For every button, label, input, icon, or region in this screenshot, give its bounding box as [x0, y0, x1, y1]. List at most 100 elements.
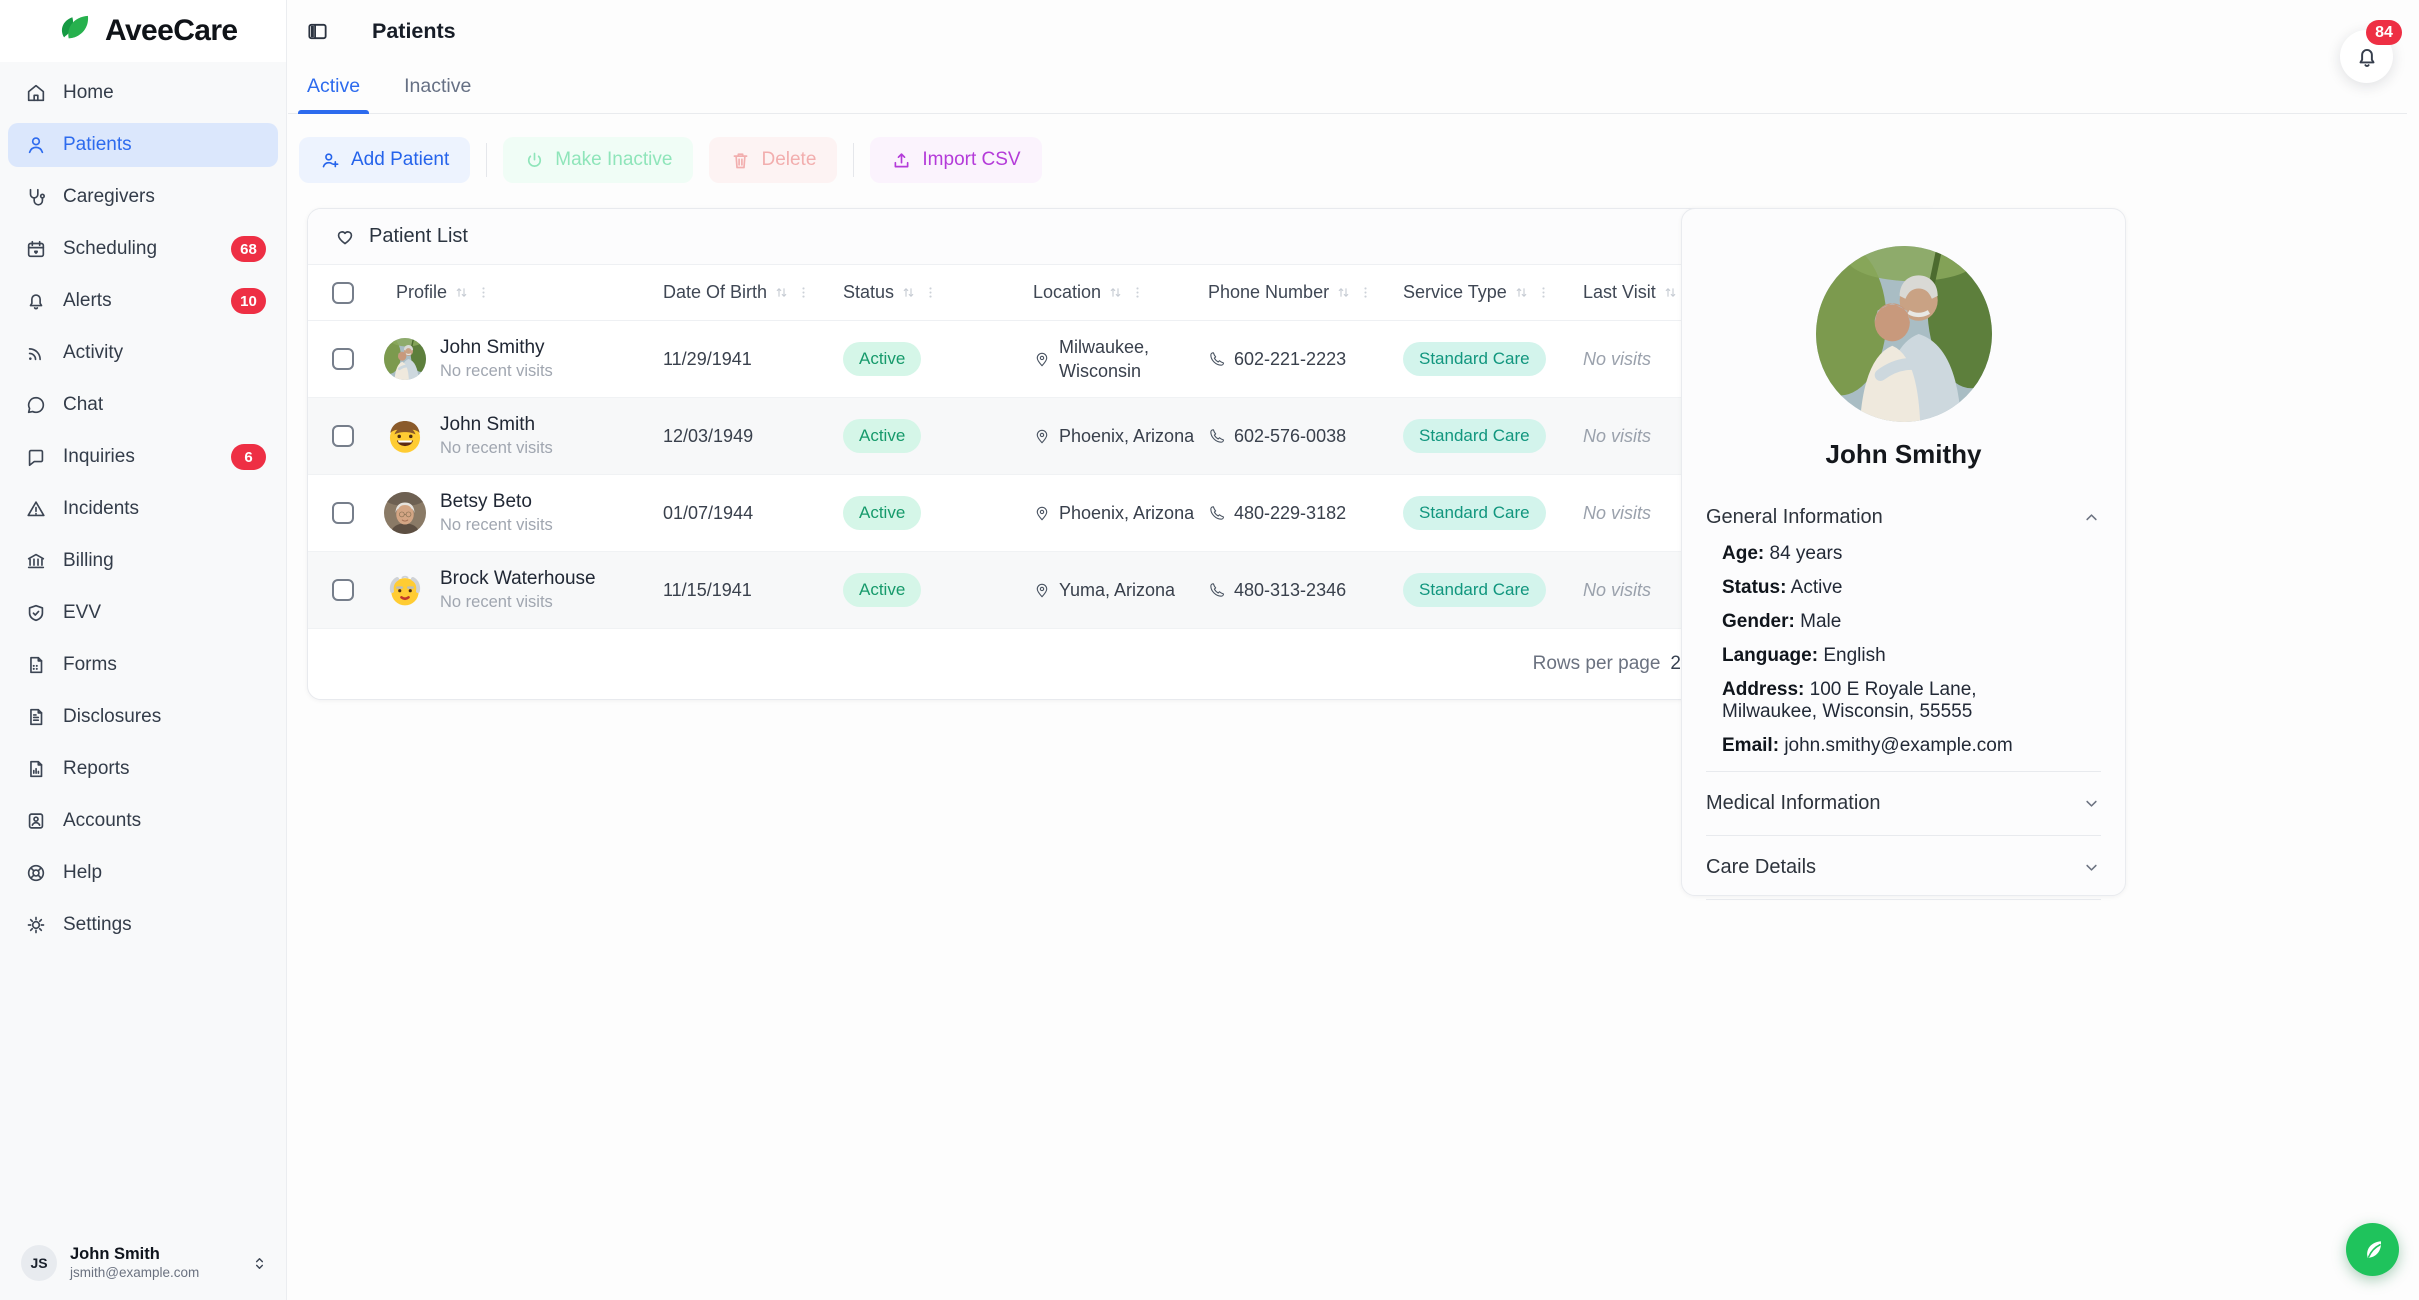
row-checkbox[interactable] — [332, 425, 354, 447]
kebab-menu-icon[interactable] — [1358, 285, 1373, 300]
trash-icon — [734, 152, 748, 168]
sidebar-item-scheduling[interactable]: Scheduling 68 — [8, 227, 278, 271]
bank-icon — [27, 553, 45, 569]
column-header-dob[interactable]: Date Of Birth — [663, 282, 768, 302]
document-text-icon — [30, 708, 43, 726]
select-all-checkbox[interactable] — [332, 281, 354, 304]
patient-list-title: Patient List — [369, 225, 468, 247]
row-checkbox[interactable] — [332, 579, 354, 601]
support-chat-button[interactable] — [2346, 1223, 2399, 1276]
sidebar: AveeCare Home Patients Caregivers Schedu… — [0, 0, 287, 1300]
user-email: jsmith@example.com — [70, 1264, 200, 1280]
field-status: Status: Active — [1722, 577, 1843, 598]
sidebar-item-disclosures[interactable]: Disclosures — [8, 695, 278, 739]
sidebar-item-home[interactable]: Home — [8, 71, 278, 115]
map-pin-icon — [1033, 504, 1051, 522]
section-title: Medical Information — [1706, 792, 1881, 814]
sort-icon[interactable] — [1514, 285, 1529, 300]
sort-icon[interactable] — [454, 285, 469, 300]
sidebar-item-caregivers[interactable]: Caregivers — [8, 175, 278, 219]
section-general-information[interactable]: General Information — [1706, 500, 2101, 535]
location-value: Milwaukee, Wisconsin — [1059, 336, 1150, 381]
id-card-icon — [28, 813, 44, 829]
phone-icon — [1208, 350, 1226, 368]
field-email: Email: john.smithy@example.com — [1722, 735, 2013, 756]
column-header-service[interactable]: Service Type — [1403, 282, 1507, 302]
patient-name-link[interactable]: Brock Waterhouse — [440, 567, 596, 589]
delete-button[interactable]: Delete — [709, 137, 838, 183]
column-header-phone[interactable]: Phone Number — [1208, 282, 1330, 302]
kebab-menu-icon[interactable] — [476, 285, 491, 300]
notifications-button[interactable]: 84 — [2340, 20, 2402, 83]
column-header-last-visit[interactable]: Last Visit — [1583, 282, 1656, 302]
sort-icon[interactable] — [901, 285, 916, 300]
sidebar-item-accounts[interactable]: Accounts — [8, 799, 278, 843]
dob-value: 11/29/1941 — [663, 348, 752, 369]
home-icon — [27, 84, 45, 102]
sort-icon[interactable] — [774, 285, 789, 300]
sidebar-item-reports[interactable]: Reports — [8, 747, 278, 791]
sidebar-item-incidents[interactable]: Incidents — [8, 487, 278, 531]
sidebar-item-label: Patients — [63, 134, 132, 155]
tab-active[interactable]: Active — [298, 75, 370, 114]
sort-icon[interactable] — [1336, 285, 1351, 300]
patient-name-link[interactable]: Betsy Beto — [440, 490, 532, 512]
delete-label: Delete — [761, 149, 817, 170]
status-badge: Active — [843, 496, 922, 530]
heart-icon — [337, 230, 353, 244]
section-medical-information[interactable]: Medical Information — [1706, 786, 2101, 821]
field-age: Age: 84 years — [1722, 543, 1843, 564]
sidebar-toggle-button[interactable] — [302, 16, 332, 46]
chevron-down-icon — [2082, 858, 2101, 877]
row-checkbox[interactable] — [332, 348, 354, 370]
patient-name-link[interactable]: John Smithy — [440, 336, 545, 358]
user-menu[interactable]: JS John Smith jsmith@example.com — [0, 1226, 286, 1300]
column-header-location[interactable]: Location — [1033, 282, 1102, 302]
sidebar-item-label: Home — [63, 82, 114, 103]
patient-subtext: No recent visits — [440, 592, 553, 611]
patient-subtext: No recent visits — [440, 361, 553, 380]
message-square-icon — [28, 449, 44, 467]
patient-name-link[interactable]: John Smith — [440, 413, 536, 435]
add-patient-button[interactable]: Add Patient — [299, 137, 471, 183]
sidebar-item-inquiries[interactable]: Inquiries 6 — [8, 435, 278, 479]
kebab-menu-icon[interactable] — [1130, 285, 1145, 300]
kebab-menu-icon[interactable] — [796, 285, 811, 300]
column-header-profile[interactable]: Profile — [396, 282, 448, 302]
sidebar-item-patients[interactable]: Patients — [8, 123, 278, 167]
field-address: Address: 100 E Royale Lane, Milwaukee, Wi… — [1722, 679, 2101, 723]
scheduling-badge: 68 — [231, 236, 266, 262]
sort-icon[interactable] — [1663, 285, 1678, 300]
sidebar-item-settings[interactable]: Settings — [8, 903, 278, 947]
sidebar-item-chat[interactable]: Chat — [8, 383, 278, 427]
row-checkbox[interactable] — [332, 502, 354, 524]
patient-avatar-emoji — [384, 415, 426, 457]
kebab-menu-icon[interactable] — [1536, 285, 1551, 300]
status-badge: Active — [843, 573, 922, 607]
kebab-menu-icon[interactable] — [923, 285, 938, 300]
sidebar-item-forms[interactable]: Forms — [8, 643, 278, 687]
section-care-details[interactable]: Care Details — [1706, 850, 2101, 885]
tab-inactive[interactable]: Inactive — [404, 75, 472, 97]
sidebar-item-label: Help — [63, 862, 103, 883]
power-icon — [528, 152, 542, 167]
import-csv-label: Import CSV — [922, 149, 1021, 170]
sidebar-item-help[interactable]: Help — [8, 851, 278, 895]
make-inactive-button[interactable]: Make Inactive — [503, 137, 694, 183]
status-badge: Active — [843, 342, 922, 376]
phone-value: 602-221-2223 — [1234, 348, 1347, 369]
map-pin-icon — [1033, 581, 1051, 599]
sidebar-item-alerts[interactable]: Alerts 10 — [8, 279, 278, 323]
section-divider — [1706, 771, 2101, 772]
table-row[interactable]: John Smith No recent visits 12/03/1949 A… — [308, 398, 1940, 475]
detail-patient-name: John Smithy — [1825, 439, 1982, 469]
sidebar-item-billing[interactable]: Billing — [8, 539, 278, 583]
alert-triangle-icon — [27, 501, 45, 517]
column-header-status[interactable]: Status — [843, 282, 895, 302]
service-type-badge: Standard Care — [1403, 573, 1546, 607]
sidebar-item-activity[interactable]: Activity — [8, 331, 278, 375]
sort-icon[interactable] — [1108, 285, 1123, 300]
import-csv-button[interactable]: Import CSV — [870, 137, 1042, 183]
sidebar-item-evv[interactable]: EVV — [8, 591, 278, 635]
